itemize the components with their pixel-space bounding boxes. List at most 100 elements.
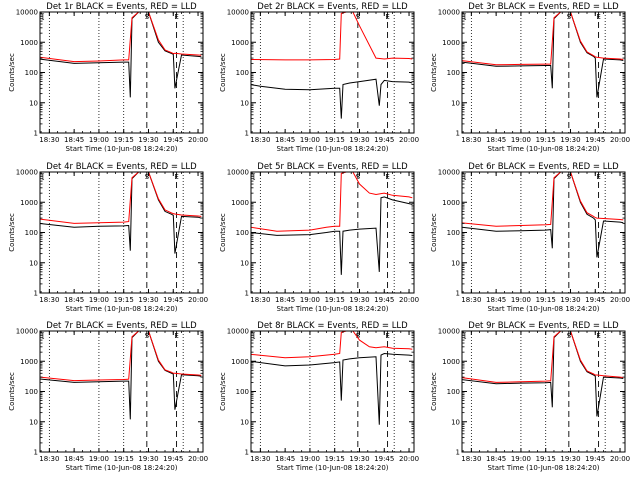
- panel-title: Det 3r BLACK = Events, RED = LLD: [468, 2, 619, 12]
- x-tick-label: 19:30: [560, 455, 580, 463]
- x-tick-label: 18:30: [461, 455, 481, 463]
- event-marker-label: E: [174, 173, 178, 181]
- y-axis-label: Counts/sec: [8, 372, 16, 411]
- x-tick-label: 20:00: [188, 296, 208, 304]
- left-bracket: [: [253, 332, 256, 340]
- x-tick-label: 18:30: [39, 136, 59, 144]
- x-tick-label: 19:00: [511, 296, 531, 304]
- y-tick-label: 10000: [438, 328, 460, 336]
- events-series-line: [40, 331, 202, 420]
- x-tick-label: 19:00: [89, 455, 109, 463]
- x-axis-label: Start Time (10-Jun-08 18:24:20): [66, 145, 178, 153]
- event-marker-label: E: [596, 332, 600, 340]
- x-tick-label: 19:15: [536, 455, 556, 463]
- y-tick-label: 10000: [438, 9, 460, 17]
- y-tick-label: 1000: [231, 39, 249, 47]
- panel-title: Det 4r BLACK = Events, RED = LLD: [46, 162, 197, 172]
- left-bracket: [: [464, 13, 467, 21]
- x-tick-label: 19:45: [585, 455, 605, 463]
- event-marker-label: S: [356, 13, 361, 21]
- x-tick-label: 18:30: [39, 296, 59, 304]
- left-bracket: [: [42, 13, 45, 21]
- y-tick-label: 100: [236, 69, 249, 77]
- panel-title: Det 7r BLACK = Events, RED = LLD: [46, 321, 197, 331]
- y-tick-label: 10000: [227, 328, 249, 336]
- x-tick-label: 20:00: [610, 296, 630, 304]
- x-tick-label: 18:45: [486, 296, 506, 304]
- y-tick-label: 1000: [442, 39, 460, 47]
- plot-frame: [39, 11, 204, 134]
- x-tick-label: 19:00: [300, 136, 320, 144]
- y-tick-label: 1: [456, 130, 460, 138]
- x-axis-label: Start Time (10-Jun-08 18:24:20): [66, 305, 178, 313]
- x-tick-label: 20:00: [399, 136, 419, 144]
- y-tick-label: 1000: [20, 358, 38, 366]
- x-tick-label: 19:30: [138, 296, 158, 304]
- x-tick-label: 19:15: [114, 296, 134, 304]
- event-marker-label: E: [385, 173, 389, 181]
- y-axis-label: Counts/sec: [430, 53, 438, 92]
- event-marker-label: S: [567, 332, 572, 340]
- plot-frame: [250, 330, 415, 453]
- x-tick-label: 19:15: [325, 136, 345, 144]
- x-tick-label: 18:30: [250, 296, 270, 304]
- lld-series-line: [40, 331, 202, 382]
- y-tick-label: 10: [240, 259, 249, 267]
- x-tick-label: 19:30: [138, 136, 158, 144]
- event-marker-label: E: [385, 13, 389, 21]
- x-tick-label: 19:30: [349, 455, 369, 463]
- y-tick-label: 10: [451, 259, 460, 267]
- y-tick-label: 10: [451, 99, 460, 107]
- y-tick-label: 1000: [20, 39, 38, 47]
- lld-series-line: [251, 172, 413, 232]
- y-axis-label: Counts/sec: [8, 53, 16, 92]
- y-tick-label: 10: [451, 418, 460, 426]
- y-tick-label: 10: [29, 418, 38, 426]
- plot-frame: [250, 11, 415, 134]
- y-tick-label: 10: [29, 259, 38, 267]
- x-tick-label: 20:00: [610, 136, 630, 144]
- y-tick-label: 100: [236, 388, 249, 396]
- y-tick-label: 1: [245, 290, 249, 298]
- events-series-line: [40, 12, 202, 98]
- event-marker-label: S: [145, 173, 150, 181]
- y-tick-label: 100: [25, 388, 38, 396]
- x-axis-label: Start Time (10-Jun-08 18:24:20): [488, 464, 600, 472]
- lld-series-line: [40, 12, 202, 63]
- panel-title: Det 6r BLACK = Events, RED = LLD: [468, 162, 619, 172]
- x-tick-label: 18:30: [461, 296, 481, 304]
- x-tick-label: 19:30: [560, 136, 580, 144]
- y-tick-label: 1000: [442, 199, 460, 207]
- x-tick-label: 18:45: [64, 455, 84, 463]
- events-series-line: [462, 12, 624, 98]
- x-tick-label: 19:00: [300, 296, 320, 304]
- event-marker-label: E: [174, 332, 178, 340]
- x-tick-label: 19:30: [349, 296, 369, 304]
- x-tick-label: 19:15: [114, 136, 134, 144]
- left-bracket: [: [464, 173, 467, 181]
- event-marker-label: S: [145, 332, 150, 340]
- x-tick-label: 19:30: [349, 136, 369, 144]
- left-bracket: [: [42, 332, 45, 340]
- y-axis-label: Counts/sec: [219, 53, 227, 92]
- x-tick-label: 18:45: [275, 455, 295, 463]
- left-bracket: [: [464, 332, 467, 340]
- y-tick-label: 100: [25, 229, 38, 237]
- y-tick-label: 1: [34, 449, 38, 457]
- lld-series-line: [462, 331, 624, 383]
- x-tick-label: 19:15: [325, 296, 345, 304]
- y-tick-label: 1000: [20, 199, 38, 207]
- x-tick-label: 19:45: [163, 296, 183, 304]
- x-tick-label: 19:00: [89, 296, 109, 304]
- x-tick-label: 19:15: [536, 136, 556, 144]
- panel-title: Det 9r BLACK = Events, RED = LLD: [468, 321, 619, 331]
- y-axis-label: Counts/sec: [219, 372, 227, 411]
- y-axis-label: Counts/sec: [430, 372, 438, 411]
- panel-title: Det 2r BLACK = Events, RED = LLD: [257, 2, 408, 12]
- y-tick-label: 1: [34, 130, 38, 138]
- x-axis-label: Start Time (10-Jun-08 18:24:20): [488, 305, 600, 313]
- events-series-line: [40, 172, 202, 254]
